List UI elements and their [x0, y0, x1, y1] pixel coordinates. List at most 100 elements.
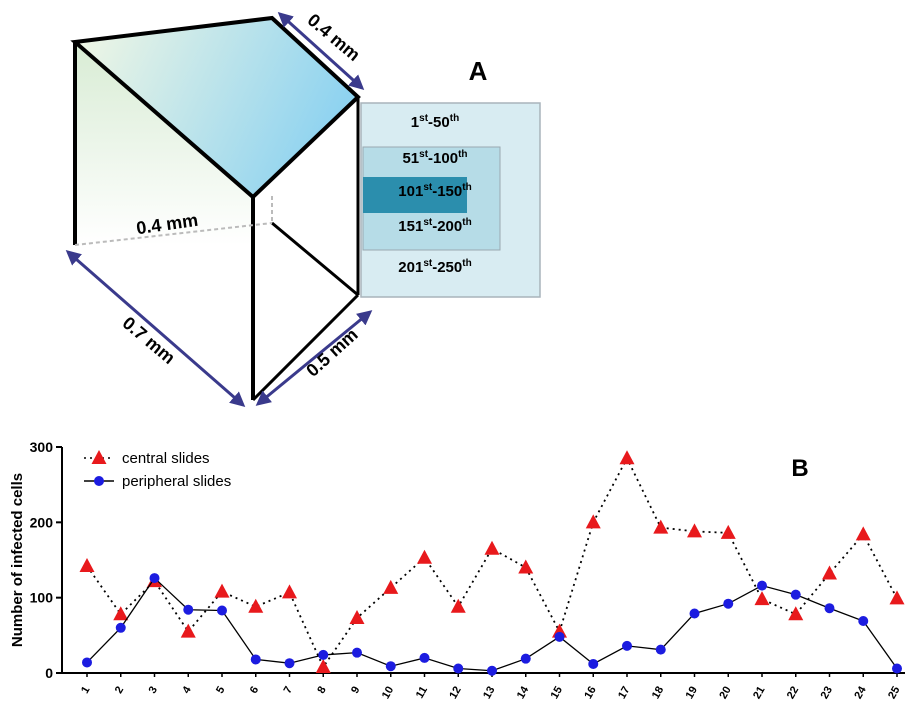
data-point — [383, 580, 398, 594]
data-point — [453, 663, 463, 673]
data-point — [755, 591, 770, 605]
slide-number: 1 — [411, 114, 419, 131]
data-point — [217, 605, 227, 615]
slide-number: 151 — [398, 218, 423, 235]
x-tick-label: 1 — [79, 685, 92, 696]
data-point — [555, 632, 565, 642]
x-tick-label: 6 — [248, 685, 261, 696]
x-tick-label: 19 — [684, 685, 701, 701]
data-point — [825, 603, 835, 613]
series-line — [87, 578, 897, 671]
x-tick-label: 25 — [886, 685, 903, 701]
y-tick-label: 300 — [30, 439, 54, 455]
data-point — [251, 654, 261, 664]
slide-label: 101st-150th — [398, 182, 471, 200]
data-point — [350, 610, 365, 624]
data-point — [757, 581, 767, 591]
x-tick-label: 21 — [751, 685, 768, 701]
data-point — [521, 654, 531, 664]
data-point — [80, 558, 95, 572]
x-tick-label: 23 — [819, 685, 836, 701]
data-point — [82, 657, 92, 667]
x-tick-label: 11 — [414, 685, 430, 701]
x-tick-label: 18 — [650, 685, 667, 701]
x-tick-label: 12 — [447, 685, 464, 701]
data-point — [417, 550, 432, 564]
data-point — [858, 616, 868, 626]
superscript: th — [462, 182, 471, 193]
x-tick-label: 4 — [180, 684, 194, 696]
superscript: th — [462, 258, 471, 269]
y-tick-label: 100 — [30, 590, 54, 606]
x-tick-label: 16 — [582, 685, 599, 701]
data-point — [856, 526, 871, 540]
legend-label: peripheral slides — [122, 473, 231, 490]
data-point — [586, 514, 601, 528]
panel-label: A — [469, 56, 488, 86]
y-tick-label: 0 — [45, 665, 53, 681]
data-point — [352, 648, 362, 658]
x-tick-label: 24 — [852, 684, 869, 701]
data-point — [723, 599, 733, 609]
data-point — [150, 573, 160, 583]
superscript: th — [462, 217, 471, 228]
slide-number: -200 — [432, 218, 462, 235]
data-point — [318, 650, 328, 660]
data-point — [721, 525, 736, 539]
slide-number: -150 — [432, 183, 462, 200]
data-point — [420, 653, 430, 663]
panel-label: B — [791, 455, 808, 482]
x-tick-label: 14 — [515, 684, 532, 701]
x-tick-label: 3 — [147, 685, 160, 696]
data-point — [282, 584, 297, 598]
figure: 0.4 mm 0.4 mm 0.7 mm 0.5 mm 1st-50th51st… — [0, 0, 907, 701]
data-point — [588, 659, 598, 669]
legend-label: central slides — [122, 450, 210, 467]
data-point — [248, 599, 263, 613]
x-tick-label: 15 — [549, 685, 566, 701]
data-point — [285, 658, 295, 668]
data-point — [316, 659, 331, 673]
data-point — [622, 641, 632, 651]
data-point — [183, 605, 193, 615]
slide-label: 201st-250th — [398, 258, 471, 276]
x-tick-label: 7 — [282, 685, 295, 696]
slide-number: 101 — [398, 183, 423, 200]
data-point — [653, 520, 668, 534]
x-tick-label: 2 — [113, 685, 126, 696]
y-tick-label: 200 — [30, 514, 54, 530]
data-point — [892, 663, 902, 673]
data-point — [386, 661, 396, 671]
data-point — [690, 608, 700, 618]
x-tick-label: 10 — [380, 685, 397, 701]
x-tick-label: 8 — [315, 685, 328, 696]
dimension-label: 0.5 mm — [302, 324, 361, 380]
x-tick-label: 9 — [349, 685, 362, 696]
slide-label: 151st-200th — [398, 217, 471, 235]
data-point — [656, 645, 666, 655]
legend-marker — [92, 450, 107, 464]
superscript: th — [458, 149, 467, 160]
panel-a: 0.4 mm 0.4 mm 0.7 mm 0.5 mm 1st-50th51st… — [68, 10, 540, 405]
data-point — [518, 560, 533, 574]
cube-edge — [272, 223, 358, 295]
slide-label: 51st-100th — [402, 149, 467, 167]
x-tick-label: 5 — [214, 685, 227, 696]
y-axis-label: Number of infected cells — [9, 473, 26, 647]
data-point — [687, 523, 702, 537]
dimension-arrow — [68, 252, 243, 405]
data-point — [890, 590, 905, 604]
slide-number: -250 — [432, 259, 462, 276]
x-tick-label: 13 — [481, 685, 498, 701]
legend-marker — [94, 476, 104, 486]
slide-number: -100 — [428, 150, 458, 167]
data-point — [822, 566, 837, 580]
data-point — [451, 599, 466, 613]
slide-number: 51 — [402, 150, 419, 167]
superscript: th — [450, 113, 459, 124]
slide-number: 201 — [398, 259, 423, 276]
x-tick-label: 17 — [616, 685, 633, 701]
data-point — [215, 584, 230, 598]
data-point — [620, 450, 635, 464]
